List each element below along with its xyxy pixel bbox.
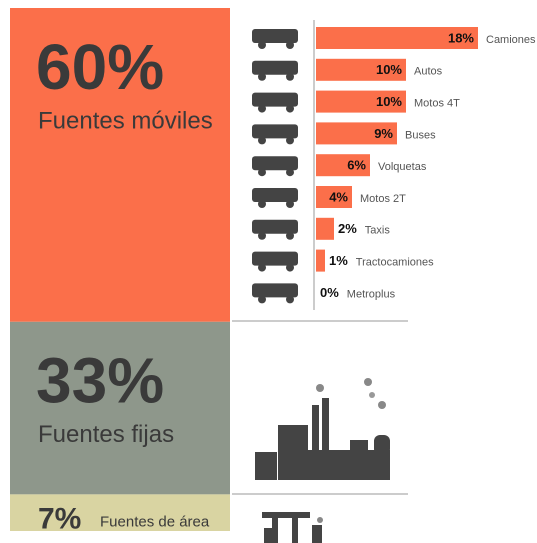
vehicle-wheel (286, 136, 294, 145)
vehicle-icon (252, 29, 298, 49)
vehicle-wheel (286, 41, 294, 49)
vehicle-wheel (286, 295, 294, 304)
factory-icon (255, 378, 390, 480)
vehicle-wheel (286, 104, 294, 113)
bar-value-label: 18% (448, 30, 474, 45)
vehicle-wheel (286, 231, 294, 240)
bar-value-label: 9% (374, 126, 393, 141)
bar-value-label: 6% (347, 158, 366, 173)
share-value: 33% (36, 345, 164, 417)
vehicle-body (252, 60, 298, 75)
vehicle-wheel (258, 168, 266, 177)
bar-category-label: Taxis (365, 225, 391, 237)
bar-category-label: Volquetas (378, 161, 427, 173)
bar (316, 27, 478, 49)
share-value: 7% (38, 502, 81, 535)
bar (316, 122, 397, 145)
vehicle-body (252, 124, 298, 139)
vehicle-body (252, 29, 298, 43)
bar-value-label: 10% (376, 94, 402, 109)
bar-value-label: 2% (338, 221, 357, 236)
bar (316, 154, 370, 177)
vehicle-wheel (286, 200, 294, 208)
vehicle-body (252, 219, 298, 234)
vehicle-wheel (258, 136, 266, 145)
share-label: Fuentes móviles (38, 107, 213, 134)
bar-category-label: Metroplus (347, 288, 396, 300)
share-block (10, 494, 230, 531)
bar-category-label: Tractocamiones (356, 257, 434, 269)
vehicle-icon (252, 124, 298, 145)
bar-value-label: 1% (329, 253, 348, 268)
vehicle-wheel (286, 263, 294, 272)
vehicle-wheel (286, 72, 294, 81)
vehicle-body (252, 156, 298, 171)
bar-category-label: Camiones (486, 34, 536, 46)
share-value: 60% (36, 31, 164, 103)
vehicle-wheel (258, 104, 266, 113)
bar (316, 217, 334, 240)
bar-value-label: 4% (329, 189, 348, 204)
vehicle-wheel (286, 168, 294, 177)
bar (316, 58, 406, 81)
bar (316, 249, 325, 272)
vehicle-icon (252, 283, 298, 304)
share-label: Fuentes fijas (38, 421, 174, 448)
bar-category-label: Buses (405, 129, 436, 141)
bar-category-label: Motos 4T (414, 98, 460, 110)
vehicle-body (252, 251, 298, 266)
vehicle-icon (252, 219, 298, 240)
vehicle-icon (252, 60, 298, 81)
bar-value-label: 0% (320, 285, 339, 300)
vehicle-body (252, 188, 298, 202)
vehicle-wheel (258, 263, 266, 272)
vehicle-icon (252, 188, 298, 208)
vehicle-body (252, 92, 298, 107)
gas-station-icon (262, 512, 323, 543)
bar (316, 186, 352, 208)
share-block (10, 8, 230, 322)
share-label: Fuentes de área (100, 513, 210, 530)
vehicle-wheel (258, 231, 266, 240)
bar-value-label: 10% (376, 62, 402, 77)
bar-category-label: Autos (414, 66, 443, 78)
vehicle-wheel (258, 41, 266, 49)
vehicle-body (252, 283, 298, 298)
vehicle-icon (252, 156, 298, 177)
vehicle-wheel (258, 295, 266, 304)
share-block (10, 321, 230, 495)
vehicle-icon (252, 92, 298, 113)
vehicle-wheel (258, 200, 266, 208)
vehicle-icon (252, 251, 298, 272)
vehicle-wheel (258, 72, 266, 81)
bar-category-label: Motos 2T (360, 193, 406, 205)
bar (316, 90, 406, 113)
